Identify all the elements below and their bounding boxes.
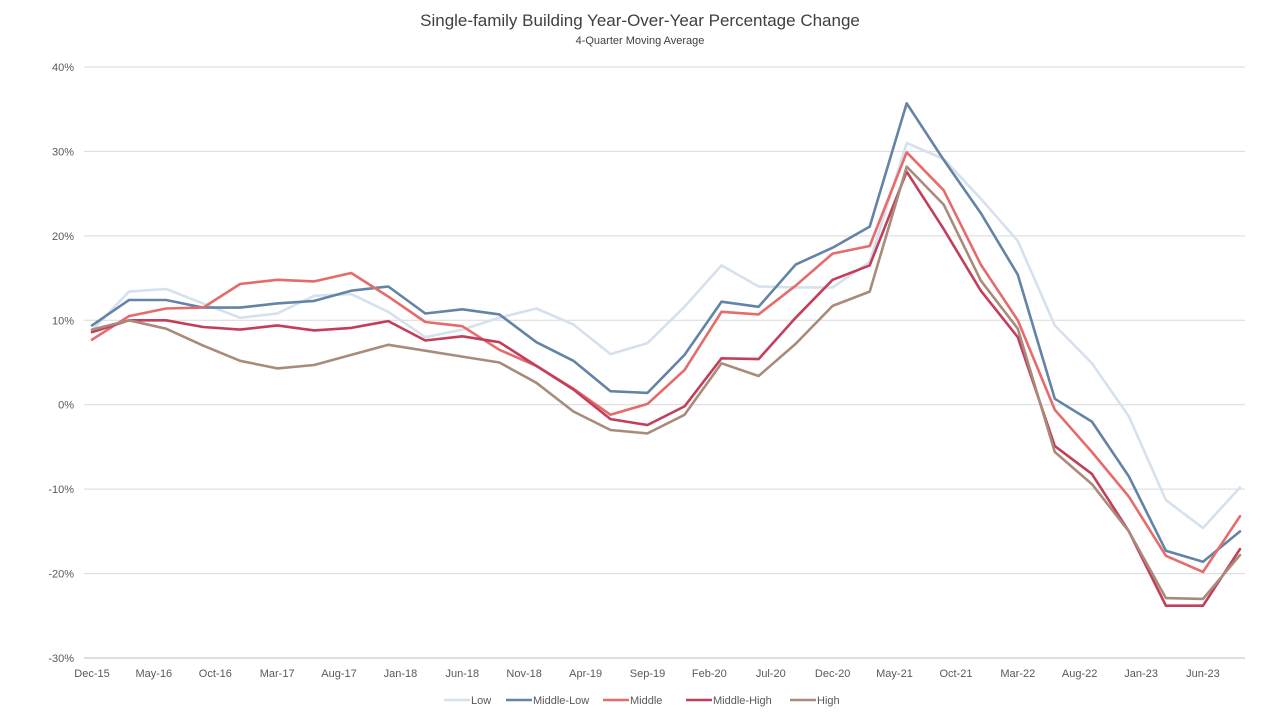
x-tick-label: May-16 <box>136 668 173 680</box>
legend-label-middle-low: Middle-Low <box>533 695 589 707</box>
chart-subtitle: 4-Quarter Moving Average <box>575 35 705 47</box>
x-tick-label: Mar-17 <box>260 668 295 680</box>
x-tick-label: Mar-22 <box>1000 668 1035 680</box>
x-tick-label: Jan-23 <box>1124 668 1158 680</box>
x-tick-label: Feb-20 <box>692 668 727 680</box>
x-tick-label: Nov-18 <box>506 668 541 680</box>
x-tick-label: Oct-21 <box>939 668 972 680</box>
series-line-middle-low <box>90 102 1242 564</box>
x-tick-label: Jul-20 <box>756 668 786 680</box>
y-tick-label: 20% <box>52 231 74 243</box>
y-tick-label: -10% <box>48 484 74 496</box>
y-tick-label: 10% <box>52 315 74 327</box>
series-lines <box>90 102 1242 607</box>
y-tick-label: 40% <box>52 62 74 74</box>
x-tick-label: May-21 <box>876 668 913 680</box>
x-tick-label: Jun-23 <box>1186 668 1220 680</box>
y-axis-ticks: -30% -20% -10% 0% 10% 20% 30% 40% <box>48 62 74 665</box>
y-tick-label: 0% <box>58 400 74 412</box>
x-tick-label: Jan-18 <box>384 668 418 680</box>
legend-label-high: High <box>817 695 840 707</box>
y-tick-label: -30% <box>48 653 74 665</box>
y-tick-label: 30% <box>52 146 74 158</box>
series-line-middle <box>90 151 1242 574</box>
x-axis-ticks: Dec-15 May-16 Oct-16 Mar-17 Aug-17 Jan-18 Jun-… <box>74 668 1220 680</box>
x-tick-label: Jun-18 <box>446 668 480 680</box>
x-tick-label: Apr-19 <box>569 668 602 680</box>
y-tick-label: -20% <box>48 569 74 581</box>
x-tick-label: Aug-17 <box>321 668 356 680</box>
x-tick-label: Dec-15 <box>74 668 109 680</box>
x-tick-label: Sep-19 <box>630 668 665 680</box>
series-line-low <box>90 141 1242 530</box>
chart-title: Single-family Building Year-Over-Year Pe… <box>420 11 860 30</box>
gridlines <box>84 66 1245 659</box>
legend-label-middle: Middle <box>630 695 662 707</box>
x-tick-label: Aug-22 <box>1062 668 1097 680</box>
x-tick-label: Oct-16 <box>199 668 232 680</box>
legend: Low Middle-Low Middle Middle-High High <box>444 695 840 707</box>
series-line-high <box>90 165 1242 601</box>
legend-label-low: Low <box>471 695 491 707</box>
x-tick-label: Dec-20 <box>815 668 850 680</box>
legend-label-middle-high: Middle-High <box>713 695 772 707</box>
